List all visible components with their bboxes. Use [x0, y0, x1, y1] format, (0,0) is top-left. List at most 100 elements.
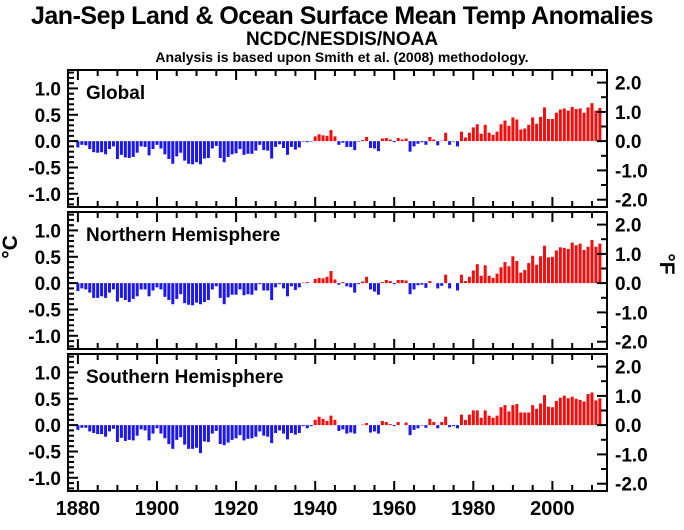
bar-global-2003 — [562, 108, 566, 142]
bar-southern-hemisphere-1985 — [491, 417, 495, 426]
bar-northern-hemisphere-1953 — [365, 276, 369, 284]
bar-southern-hemisphere-1996 — [535, 408, 539, 426]
bar-global-1910 — [195, 141, 199, 163]
bar-global-1928 — [266, 141, 270, 151]
tick-label: 0.0 — [615, 416, 641, 437]
bar-southern-hemisphere-1942 — [321, 418, 325, 426]
bar-southern-hemisphere-1978 — [463, 419, 467, 426]
y-axis-label-celsius: °C — [0, 235, 22, 259]
bar-southern-hemisphere-1928 — [266, 425, 270, 437]
bar-global-1887 — [104, 141, 108, 155]
bar-northern-hemisphere-2003 — [562, 247, 566, 284]
bar-southern-hemisphere-1897 — [143, 425, 147, 431]
bar-southern-hemisphere-1954 — [369, 425, 373, 433]
bar-southern-hemisphere-1944 — [329, 415, 333, 426]
bar-global-1909 — [191, 141, 195, 165]
bar-southern-hemisphere-1983 — [483, 410, 487, 426]
bar-northern-hemisphere-1967 — [420, 283, 424, 285]
bar-northern-hemisphere-1977 — [459, 274, 463, 284]
bar-global-1893 — [127, 141, 131, 158]
bar-global-2009 — [586, 107, 590, 142]
bar-southern-hemisphere-1993 — [523, 412, 527, 426]
bar-northern-hemisphere-1964 — [408, 283, 412, 295]
bar-global-2007 — [578, 108, 582, 142]
bar-northern-hemisphere-1882 — [84, 283, 88, 290]
bar-global-1927 — [262, 141, 266, 151]
bar-global-1994 — [527, 124, 531, 142]
tick-label: 1.0 — [615, 103, 641, 124]
bar-global-1997 — [539, 116, 543, 142]
bar-southern-hemisphere-2012 — [598, 398, 602, 426]
bar-global-1898 — [147, 141, 151, 156]
bar-northern-hemisphere-1999 — [546, 257, 550, 284]
bar-northern-hemisphere-1992 — [519, 272, 523, 284]
bar-global-1949 — [349, 141, 353, 147]
bar-global-1900 — [155, 141, 159, 145]
bar-southern-hemisphere-1980 — [471, 410, 475, 426]
tick-label: 2000 — [530, 498, 575, 520]
bar-northern-hemisphere-1930 — [274, 283, 278, 288]
bar-global-1998 — [543, 107, 547, 142]
bar-southern-hemisphere-1994 — [527, 412, 531, 426]
bar-southern-hemisphere-1937 — [301, 425, 305, 427]
bar-southern-hemisphere-1890 — [115, 425, 119, 442]
bar-northern-hemisphere-1916 — [218, 283, 222, 298]
bar-northern-hemisphere-1890 — [115, 283, 119, 302]
bar-northern-hemisphere-1982 — [479, 275, 483, 284]
bar-southern-hemisphere-1915 — [214, 425, 218, 431]
bar-northern-hemisphere-1914 — [210, 283, 214, 290]
bar-southern-hemisphere-1990 — [511, 405, 515, 426]
bar-global-1937 — [301, 141, 305, 142]
bar-global-2004 — [566, 110, 570, 142]
bar-southern-hemisphere-1957 — [380, 420, 384, 426]
bar-global-1962 — [400, 139, 404, 142]
bar-northern-hemisphere-1978 — [463, 281, 467, 284]
bar-global-1954 — [369, 141, 373, 148]
tick-label: 0.0 — [615, 132, 641, 153]
figure-subtitle: NCDC/NESDIS/NOAA — [245, 29, 439, 50]
bar-northern-hemisphere-1911 — [198, 283, 202, 305]
bar-southern-hemisphere-2004 — [566, 398, 570, 426]
bar-northern-hemisphere-1951 — [357, 283, 361, 285]
bar-southern-hemisphere-2001 — [554, 400, 558, 426]
bar-northern-hemisphere-1923 — [246, 283, 250, 295]
bar-global-1975 — [452, 141, 456, 142]
bar-global-1911 — [198, 141, 202, 165]
bar-global-2005 — [570, 106, 574, 142]
tick-label: 1960 — [372, 498, 417, 520]
bar-southern-hemisphere-1965 — [412, 425, 416, 430]
bar-global-1988 — [503, 120, 507, 142]
bar-global-1999 — [546, 119, 550, 142]
bar-northern-hemisphere-1900 — [155, 283, 159, 288]
bar-southern-hemisphere-1956 — [376, 425, 380, 434]
bar-global-2012 — [598, 107, 602, 142]
tick-label: -0.5 — [28, 301, 61, 322]
bar-southern-hemisphere-1916 — [218, 425, 222, 445]
bar-global-1922 — [242, 141, 246, 155]
bar-global-1961 — [396, 137, 400, 142]
bar-northern-hemisphere-1963 — [404, 280, 408, 284]
bar-northern-hemisphere-1893 — [127, 283, 131, 303]
bar-global-1976 — [456, 141, 460, 147]
bar-northern-hemisphere-1990 — [511, 256, 515, 284]
bar-southern-hemisphere-1901 — [159, 425, 163, 434]
bar-northern-hemisphere-1973 — [444, 274, 448, 284]
bar-northern-hemisphere-1884 — [92, 283, 96, 298]
bar-northern-hemisphere-1913 — [206, 283, 210, 300]
tick-label: -1.0 — [28, 469, 61, 490]
bar-global-1912 — [202, 141, 206, 159]
bar-global-1982 — [479, 133, 483, 142]
bar-northern-hemisphere-1880 — [76, 283, 80, 292]
bar-northern-hemisphere-1959 — [388, 281, 392, 284]
bar-northern-hemisphere-1971 — [436, 283, 440, 289]
bar-global-1965 — [412, 141, 416, 147]
bar-global-2011 — [594, 110, 598, 142]
bar-northern-hemisphere-1955 — [372, 283, 376, 292]
bar-northern-hemisphere-1906 — [179, 283, 183, 295]
bar-northern-hemisphere-1920 — [234, 283, 238, 295]
bar-global-1916 — [218, 141, 222, 158]
bar-southern-hemisphere-2009 — [586, 394, 590, 426]
bar-southern-hemisphere-1912 — [202, 425, 206, 442]
panel-frame — [67, 353, 608, 492]
bar-northern-hemisphere-1905 — [175, 283, 179, 299]
